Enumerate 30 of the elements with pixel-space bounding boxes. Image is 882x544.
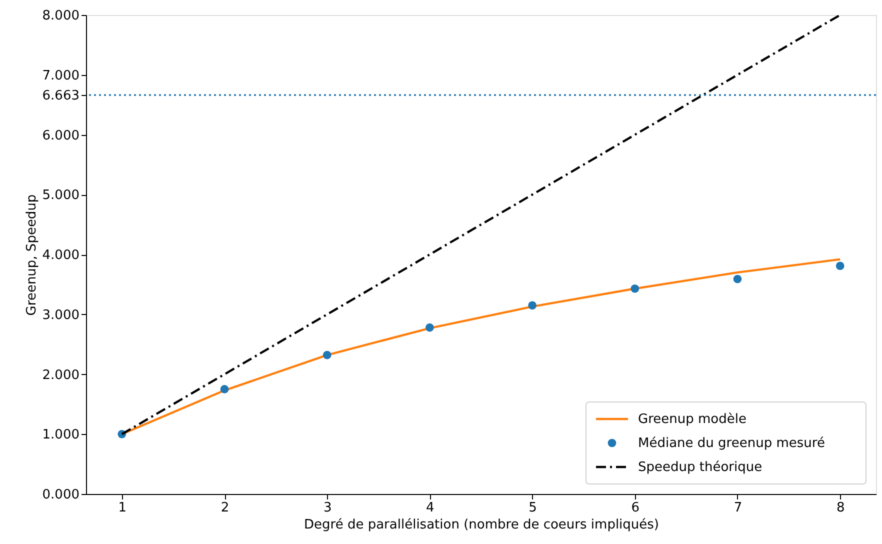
point [836, 262, 844, 270]
y-tick-label: 5.000 [42, 188, 80, 204]
y-tick-label: 6.000 [42, 128, 80, 144]
x-tick-label: 2 [220, 500, 230, 516]
point [322, 350, 332, 360]
legend-label: Greenup modèle [638, 412, 746, 427]
point [733, 274, 742, 284]
y-tick-label: 0.000 [42, 488, 80, 502]
point [426, 323, 434, 332]
x-tick-label: 1 [118, 500, 127, 516]
y-tick-label: 7.000 [42, 68, 80, 84]
x-tick-label: 3 [323, 500, 332, 516]
point [220, 385, 229, 394]
x-tick-label: 6 [631, 500, 640, 516]
y-tick-label: 3.000 [42, 308, 80, 323]
point [630, 284, 640, 293]
x-tick-label: 5 [528, 500, 537, 516]
y-tick-label: 1.000 [42, 428, 80, 443]
x-axis-title: Degré de parallélisation (nombre de coeurs impliqués) [304, 518, 660, 532]
x-tick-label: 4 [426, 500, 434, 516]
legend-label: Speedup théorique [638, 460, 762, 475]
y-axis-title: Greenup, Speedup [24, 194, 40, 316]
point [528, 301, 536, 310]
x-tick-label: 8 [836, 500, 845, 516]
x-tick-label: 7 [734, 500, 742, 516]
y-tick-label: 2.000 [42, 368, 80, 383]
y-tick-label: 8.000 [42, 8, 80, 24]
y-tick-label: 6.663 [42, 88, 80, 104]
y-tick-label: 4.000 [42, 248, 80, 263]
legend-label: Médiane du greenup mesuré [638, 436, 825, 451]
